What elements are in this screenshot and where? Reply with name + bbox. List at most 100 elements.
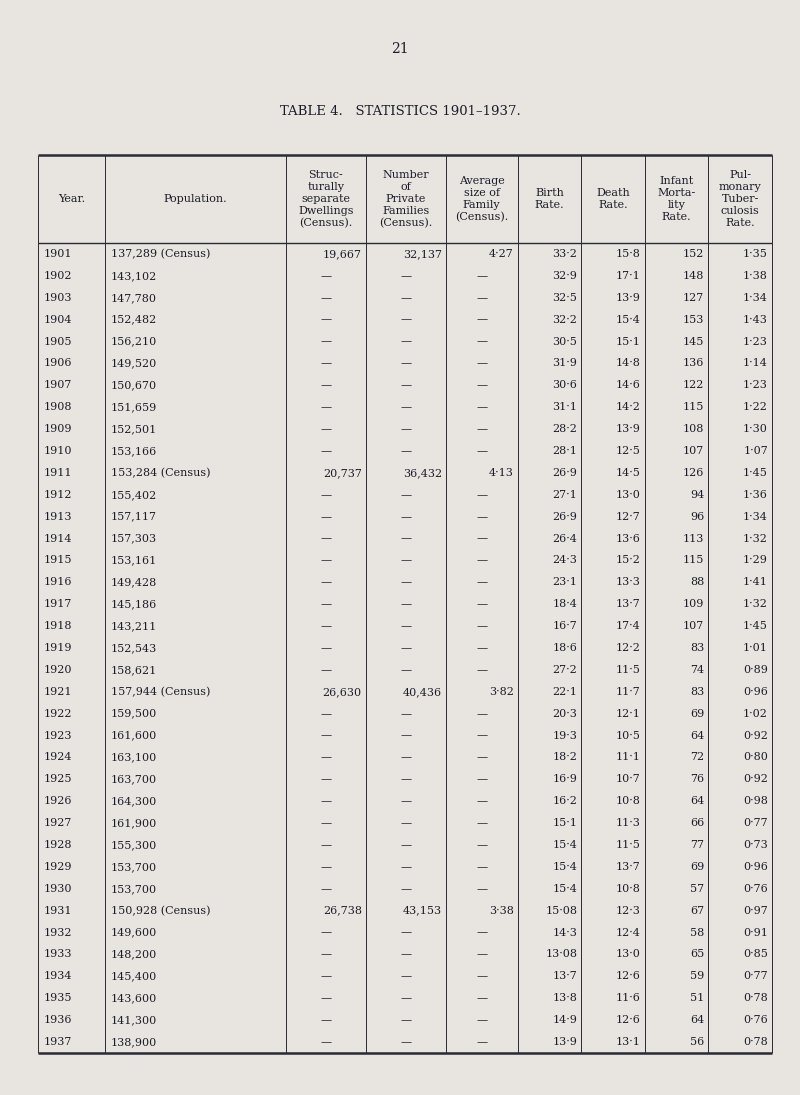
Text: 1·32: 1·32 [743,599,768,609]
Text: —: — [476,270,487,280]
Text: —: — [476,314,487,324]
Text: 96: 96 [690,511,704,521]
Text: 83: 83 [690,687,704,696]
Text: —: — [320,599,331,609]
Text: 1·45: 1·45 [743,468,768,477]
Text: 0·76: 0·76 [743,1015,768,1025]
Text: 1910: 1910 [44,446,73,456]
Text: 0·98: 0·98 [743,796,768,806]
Text: —: — [400,818,411,828]
Text: 164,300: 164,300 [111,796,157,806]
Text: 1904: 1904 [44,314,73,324]
Text: 141,300: 141,300 [111,1015,157,1025]
Text: —: — [400,708,411,718]
Text: 77: 77 [690,840,704,850]
Text: 149,428: 149,428 [111,577,157,587]
Text: 1933: 1933 [44,949,73,959]
Text: 32·2: 32·2 [552,314,577,324]
Text: 1·23: 1·23 [743,336,768,346]
Text: 18·2: 18·2 [552,752,577,762]
Text: 0·78: 0·78 [743,1037,768,1047]
Text: 1921: 1921 [44,687,73,696]
Text: —: — [400,884,411,894]
Text: 10·8: 10·8 [616,884,641,894]
Text: 0·91: 0·91 [743,927,768,937]
Text: Population.: Population. [163,194,227,204]
Text: 18·6: 18·6 [552,643,577,653]
Text: —: — [320,949,331,959]
Text: 152,501: 152,501 [111,424,157,434]
Text: 15·4: 15·4 [552,840,577,850]
Text: 0·73: 0·73 [743,840,768,850]
Text: Struc-
turally
separate
Dwellings
(Census).: Struc- turally separate Dwellings (Censu… [298,170,354,228]
Text: 1909: 1909 [44,424,73,434]
Text: 17·1: 17·1 [616,270,641,280]
Text: —: — [320,774,331,784]
Text: —: — [400,292,411,302]
Text: 30·6: 30·6 [552,380,577,390]
Text: —: — [320,489,331,499]
Text: 12·6: 12·6 [616,971,641,981]
Text: 157,117: 157,117 [111,511,157,521]
Text: 1·34: 1·34 [743,511,768,521]
Text: 27·2: 27·2 [553,665,577,675]
Text: Birth
Rate.: Birth Rate. [534,188,564,210]
Text: —: — [476,774,487,784]
Text: —: — [320,643,331,653]
Text: 115: 115 [683,402,704,412]
Text: 12·2: 12·2 [616,643,641,653]
Text: 26,630: 26,630 [322,687,362,696]
Text: —: — [476,862,487,872]
Text: —: — [400,752,411,762]
Text: 30·5: 30·5 [552,336,577,346]
Text: —: — [400,358,411,368]
Text: —: — [320,270,331,280]
Text: 115: 115 [683,555,704,565]
Text: —: — [476,818,487,828]
Text: 153,700: 153,700 [111,884,157,894]
Text: 163,700: 163,700 [111,774,157,784]
Text: —: — [400,489,411,499]
Text: —: — [400,949,411,959]
Text: 1935: 1935 [44,993,73,1003]
Text: Pul-
monary
Tuber-
culosis
Rate.: Pul- monary Tuber- culosis Rate. [719,170,762,228]
Text: 15·8: 15·8 [616,249,641,258]
Text: 16·2: 16·2 [552,796,577,806]
Text: 0·96: 0·96 [743,862,768,872]
Text: —: — [400,555,411,565]
Text: —: — [320,971,331,981]
Text: 12·3: 12·3 [616,906,641,915]
Text: 1937: 1937 [44,1037,72,1047]
Text: 148,200: 148,200 [111,949,157,959]
Text: 31·9: 31·9 [552,358,577,368]
Text: 1·35: 1·35 [743,249,768,258]
Text: 11·6: 11·6 [616,993,641,1003]
Text: 1·43: 1·43 [743,314,768,324]
Text: 1928: 1928 [44,840,73,850]
Text: 14·8: 14·8 [616,358,641,368]
Text: 1927: 1927 [44,818,72,828]
Text: 59: 59 [690,971,704,981]
Text: 12·7: 12·7 [616,511,641,521]
Text: —: — [320,511,331,521]
Text: 1·01: 1·01 [743,643,768,653]
Text: 153,161: 153,161 [111,555,157,565]
Text: 15·4: 15·4 [552,884,577,894]
Text: 13·7: 13·7 [616,862,641,872]
Text: 136: 136 [683,358,704,368]
Text: 126: 126 [683,468,704,477]
Text: 143,102: 143,102 [111,270,157,280]
Text: —: — [400,446,411,456]
Text: 28·1: 28·1 [552,446,577,456]
Text: 12·5: 12·5 [616,446,641,456]
Text: 13·7: 13·7 [616,599,641,609]
Text: 12·4: 12·4 [616,927,641,937]
Text: 107: 107 [683,621,704,631]
Text: —: — [476,971,487,981]
Text: 0·97: 0·97 [743,906,768,915]
Text: —: — [320,380,331,390]
Text: 15·4: 15·4 [552,862,577,872]
Text: 1926: 1926 [44,796,73,806]
Text: 1913: 1913 [44,511,73,521]
Text: —: — [320,840,331,850]
